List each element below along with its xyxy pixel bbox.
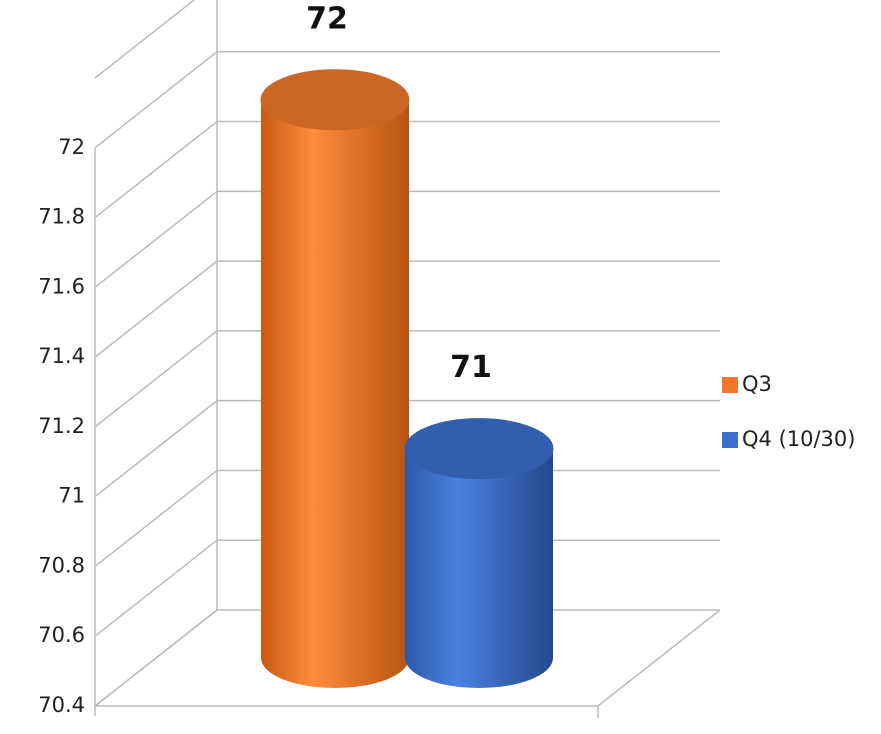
y-tick-label: 71 — [58, 484, 85, 508]
y-tick-label: 71.8 — [38, 205, 85, 229]
y-tick-label: 70.6 — [38, 623, 85, 647]
grid-line — [94, 330, 720, 428]
grid-line — [94, 260, 720, 358]
legend-label: Q3 — [742, 372, 772, 396]
grid-line — [94, 51, 720, 149]
data-label: 72 — [306, 1, 348, 36]
cylinder-top — [260, 69, 410, 131]
cylinder — [261, 99, 409, 689]
cylinder-top — [404, 418, 554, 480]
grid-line — [94, 190, 720, 288]
y-tick-label: 72 — [58, 135, 85, 159]
y-tick-label: 71.6 — [38, 274, 85, 298]
y-tick-label: 71.4 — [38, 344, 85, 368]
y-tick-label: 71.2 — [38, 414, 85, 438]
grid-line — [94, 120, 720, 219]
legend-label: Q4 (10/30) — [742, 427, 855, 451]
legend-swatch — [722, 432, 738, 448]
legend-swatch — [722, 377, 738, 393]
back-wall-edge — [94, 0, 218, 707]
grid-line — [94, 399, 720, 498]
top-diagonal — [94, 0, 196, 79]
y-tick-label: 70.8 — [38, 553, 85, 577]
y-tick-label: 70.4 — [38, 693, 85, 717]
data-label: 71 — [450, 350, 492, 385]
cylinder — [405, 448, 553, 688]
